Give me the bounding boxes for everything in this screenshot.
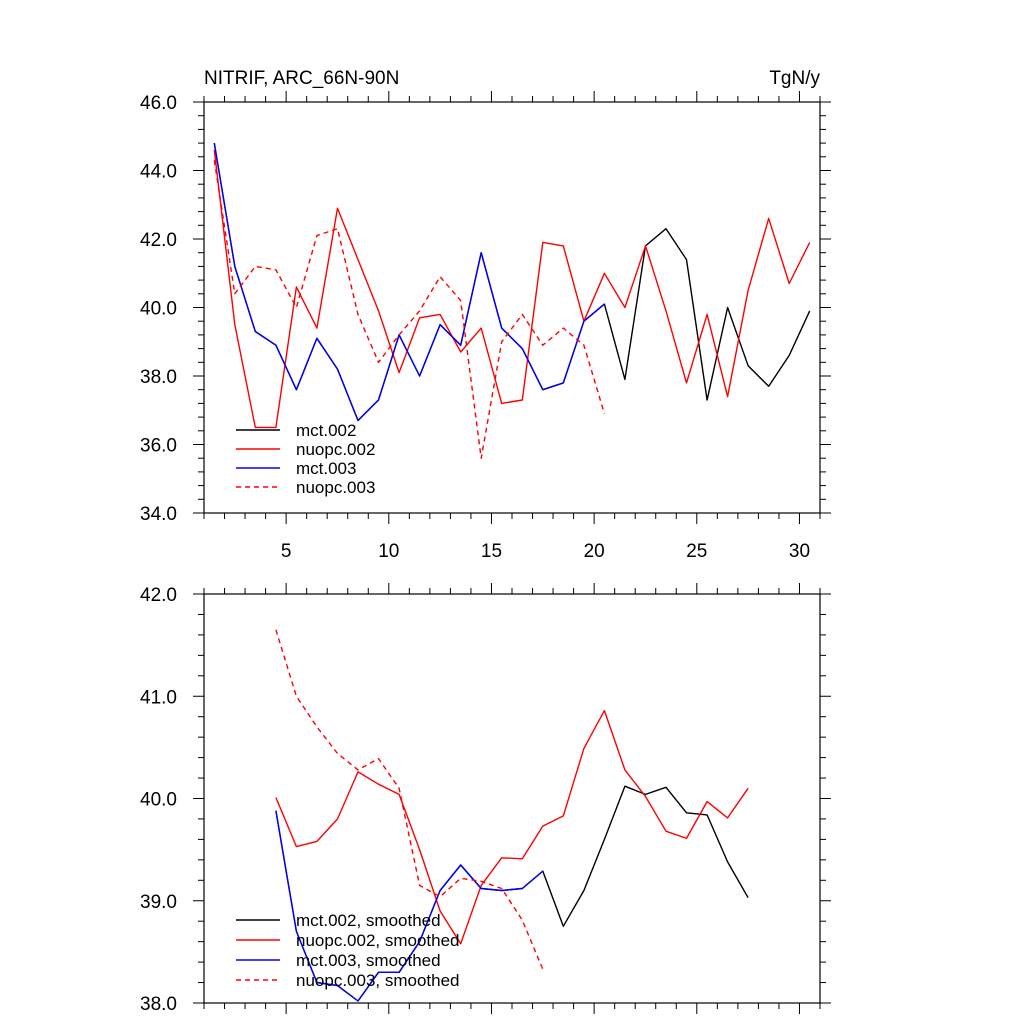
x-tick-label: 10: [378, 541, 399, 562]
y-tick-label: 34.0: [140, 504, 177, 525]
legend-label: nuopc.003, smoothed: [296, 971, 460, 990]
x-tick-label: 25: [686, 541, 707, 562]
series-line-nuopc-003: [213, 160, 606, 459]
y-tick-label: 36.0: [140, 436, 177, 457]
legend-label: nuopc.003: [296, 478, 375, 497]
y-tick-label: 39.0: [140, 892, 177, 913]
legend-label: mct.002, smoothed: [296, 911, 441, 930]
x-tick-label: 15: [481, 541, 502, 562]
y-tick-label: 42.0: [140, 230, 177, 251]
y-tick-label: 44.0: [140, 162, 177, 183]
chart-units: TgN/y: [769, 68, 820, 89]
y-tick-label: 46.0: [140, 93, 177, 114]
y-tick-label: 40.0: [140, 299, 177, 320]
x-tick-label: 30: [789, 541, 810, 562]
legend-label: mct.002: [296, 421, 356, 440]
y-tick-label: 42.0: [140, 585, 177, 606]
y-tick-label: 38.0: [140, 994, 177, 1015]
legend-label: nuopc.002, smoothed: [296, 931, 460, 950]
y-tick-label: 41.0: [140, 687, 177, 708]
series-line-nuopc-002-smoothed: [275, 709, 749, 945]
y-tick-label: 38.0: [140, 367, 177, 388]
chart-title: NITRIF, ARC_66N-90N: [204, 68, 399, 89]
series-line-nuopc-003-smoothed: [275, 629, 544, 970]
y-tick-label: 40.0: [140, 790, 177, 811]
series-line-mct-002: [213, 142, 811, 422]
legend-label: mct.003, smoothed: [296, 951, 441, 970]
series-line-mct-003-smoothed: [275, 810, 544, 1002]
series-line-mct-003: [213, 142, 605, 422]
x-tick-label: 20: [584, 541, 605, 562]
legend-label: mct.003: [296, 459, 356, 478]
series-line-nuopc-002: [213, 149, 811, 429]
top-panel: 34.0 36.0 38.0 40.0 42.0 44.0 46.0 5 10 15 20 25 30 N…: [140, 68, 831, 562]
legend-label: nuopc.002: [296, 440, 375, 459]
x-tick-label: 5: [281, 541, 292, 562]
